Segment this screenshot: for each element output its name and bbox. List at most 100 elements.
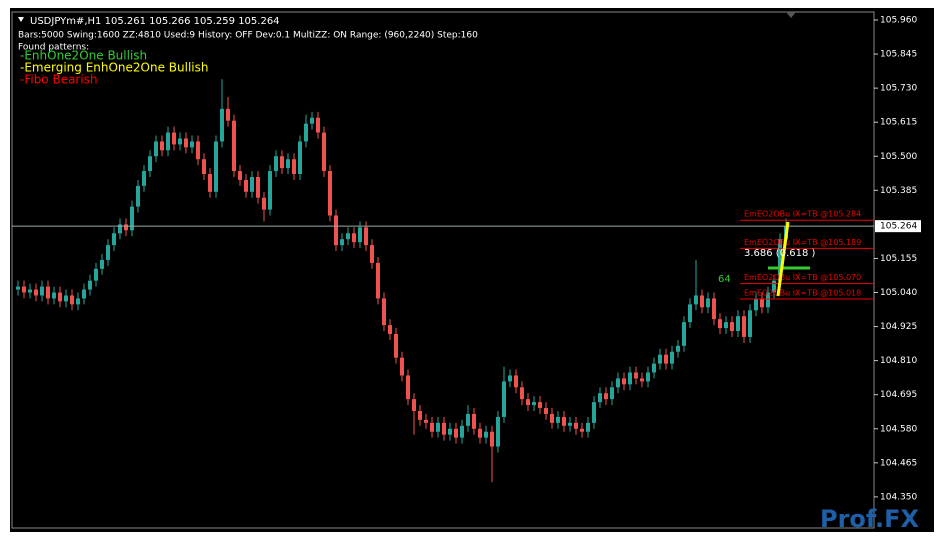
y-tick-label: 105.845 (880, 50, 917, 60)
candle-body (568, 422, 572, 426)
candle-body (124, 224, 128, 231)
candle-body (346, 233, 350, 240)
y-tick-label: 105.500 (880, 152, 917, 162)
candle-body (730, 322, 734, 332)
candle-body (226, 108, 230, 121)
y-tick-label: 104.465 (880, 458, 917, 468)
y-tick-label: 104.810 (880, 356, 917, 366)
scroll-marker (786, 12, 796, 18)
candle-body (508, 375, 512, 382)
pattern-label: -Fibo Bearish (20, 73, 98, 87)
level-label: EmEO2OBu IX=TB @105.018 (744, 289, 861, 298)
candle-body (766, 292, 770, 308)
candle-body (88, 280, 92, 290)
candle-body (652, 363, 656, 373)
info-line: Bars:5000 Swing:1600 ZZ:4810 Used:9 Hist… (18, 31, 478, 41)
candle-body (676, 345, 680, 352)
y-tick-label: 104.925 (880, 322, 917, 332)
candle-body (418, 410, 422, 420)
candle-body (544, 408, 548, 414)
candle-body (478, 428, 482, 438)
candle-body (274, 156, 278, 172)
candle-body (496, 416, 500, 447)
candle-body (64, 295, 68, 302)
candle-body (34, 289, 38, 296)
candle-body (268, 171, 272, 210)
candle-body (304, 123, 308, 142)
candle-body (520, 387, 524, 400)
candle-body (178, 138, 182, 145)
pattern-label: -Emerging EnhOne2One Bullish (20, 61, 209, 75)
candle-body (712, 298, 716, 320)
candle-body (358, 227, 362, 243)
candle-body (316, 117, 320, 133)
candle-body (112, 233, 116, 246)
candle-body (28, 289, 32, 293)
candle-body (424, 419, 428, 423)
candle-body (388, 325, 392, 334)
candle-body (94, 268, 98, 281)
y-tick-label: 104.580 (880, 424, 917, 434)
candle-body (718, 319, 722, 329)
candle-body (52, 292, 56, 299)
candle-body (610, 387, 614, 400)
candle-body (190, 141, 194, 148)
level-label: EmEO2OBu IX=TB @105.070 (744, 273, 861, 282)
candle-body (454, 428, 458, 438)
candle-body (460, 425, 464, 438)
candle-body (220, 108, 224, 142)
background (10, 8, 934, 532)
candle-body (238, 171, 242, 180)
candle-body (616, 378, 620, 388)
candle-body (688, 304, 692, 323)
candle-body (646, 372, 650, 382)
candle-body (448, 428, 452, 435)
y-tick-label: 104.695 (880, 390, 917, 400)
candle-body (214, 141, 218, 192)
menu-arrow (18, 17, 24, 22)
candle-body (628, 372, 632, 385)
candle-body (706, 298, 710, 308)
price-label: 105.264 (880, 222, 917, 232)
candle-body (46, 286, 50, 299)
y-tick-label: 105.040 (880, 288, 917, 298)
candle-body (130, 206, 134, 231)
candle-body (154, 141, 158, 157)
candle-body (364, 227, 368, 246)
candle-body (556, 416, 560, 423)
pattern-label: -EnhOne2One Bullish (20, 49, 147, 63)
candle-body (682, 322, 686, 346)
candle-body (16, 286, 20, 290)
candle-body (490, 431, 494, 447)
candle-body (772, 280, 776, 293)
candle-body (340, 239, 344, 246)
candle-body (256, 176, 260, 198)
candle-body (466, 413, 470, 426)
y-tick-label: 105.730 (880, 84, 917, 94)
candle-body (322, 132, 326, 172)
candle-body (748, 310, 752, 337)
candle-body (40, 286, 44, 296)
candle-body (106, 245, 110, 260)
candle-body (538, 402, 542, 409)
candle-body (586, 422, 590, 432)
candle-body (400, 357, 404, 376)
candle-body (142, 171, 146, 186)
candle-body (328, 171, 332, 216)
y-tick-label: 105.155 (880, 254, 917, 264)
candle-body (310, 117, 314, 124)
candle-body (148, 156, 152, 172)
candle-body (82, 289, 86, 299)
candle-body (382, 298, 386, 326)
candle-body (484, 431, 488, 438)
candle-body (430, 422, 434, 432)
candle-body (58, 292, 62, 302)
candle-body (580, 428, 584, 432)
candle-body (376, 262, 380, 299)
candle-body (250, 176, 254, 192)
candle-body (670, 351, 674, 364)
level-label: EmEO2OBu IX=TB @105.284 (744, 210, 861, 219)
candle-body (244, 179, 248, 192)
candle-body (550, 413, 554, 423)
